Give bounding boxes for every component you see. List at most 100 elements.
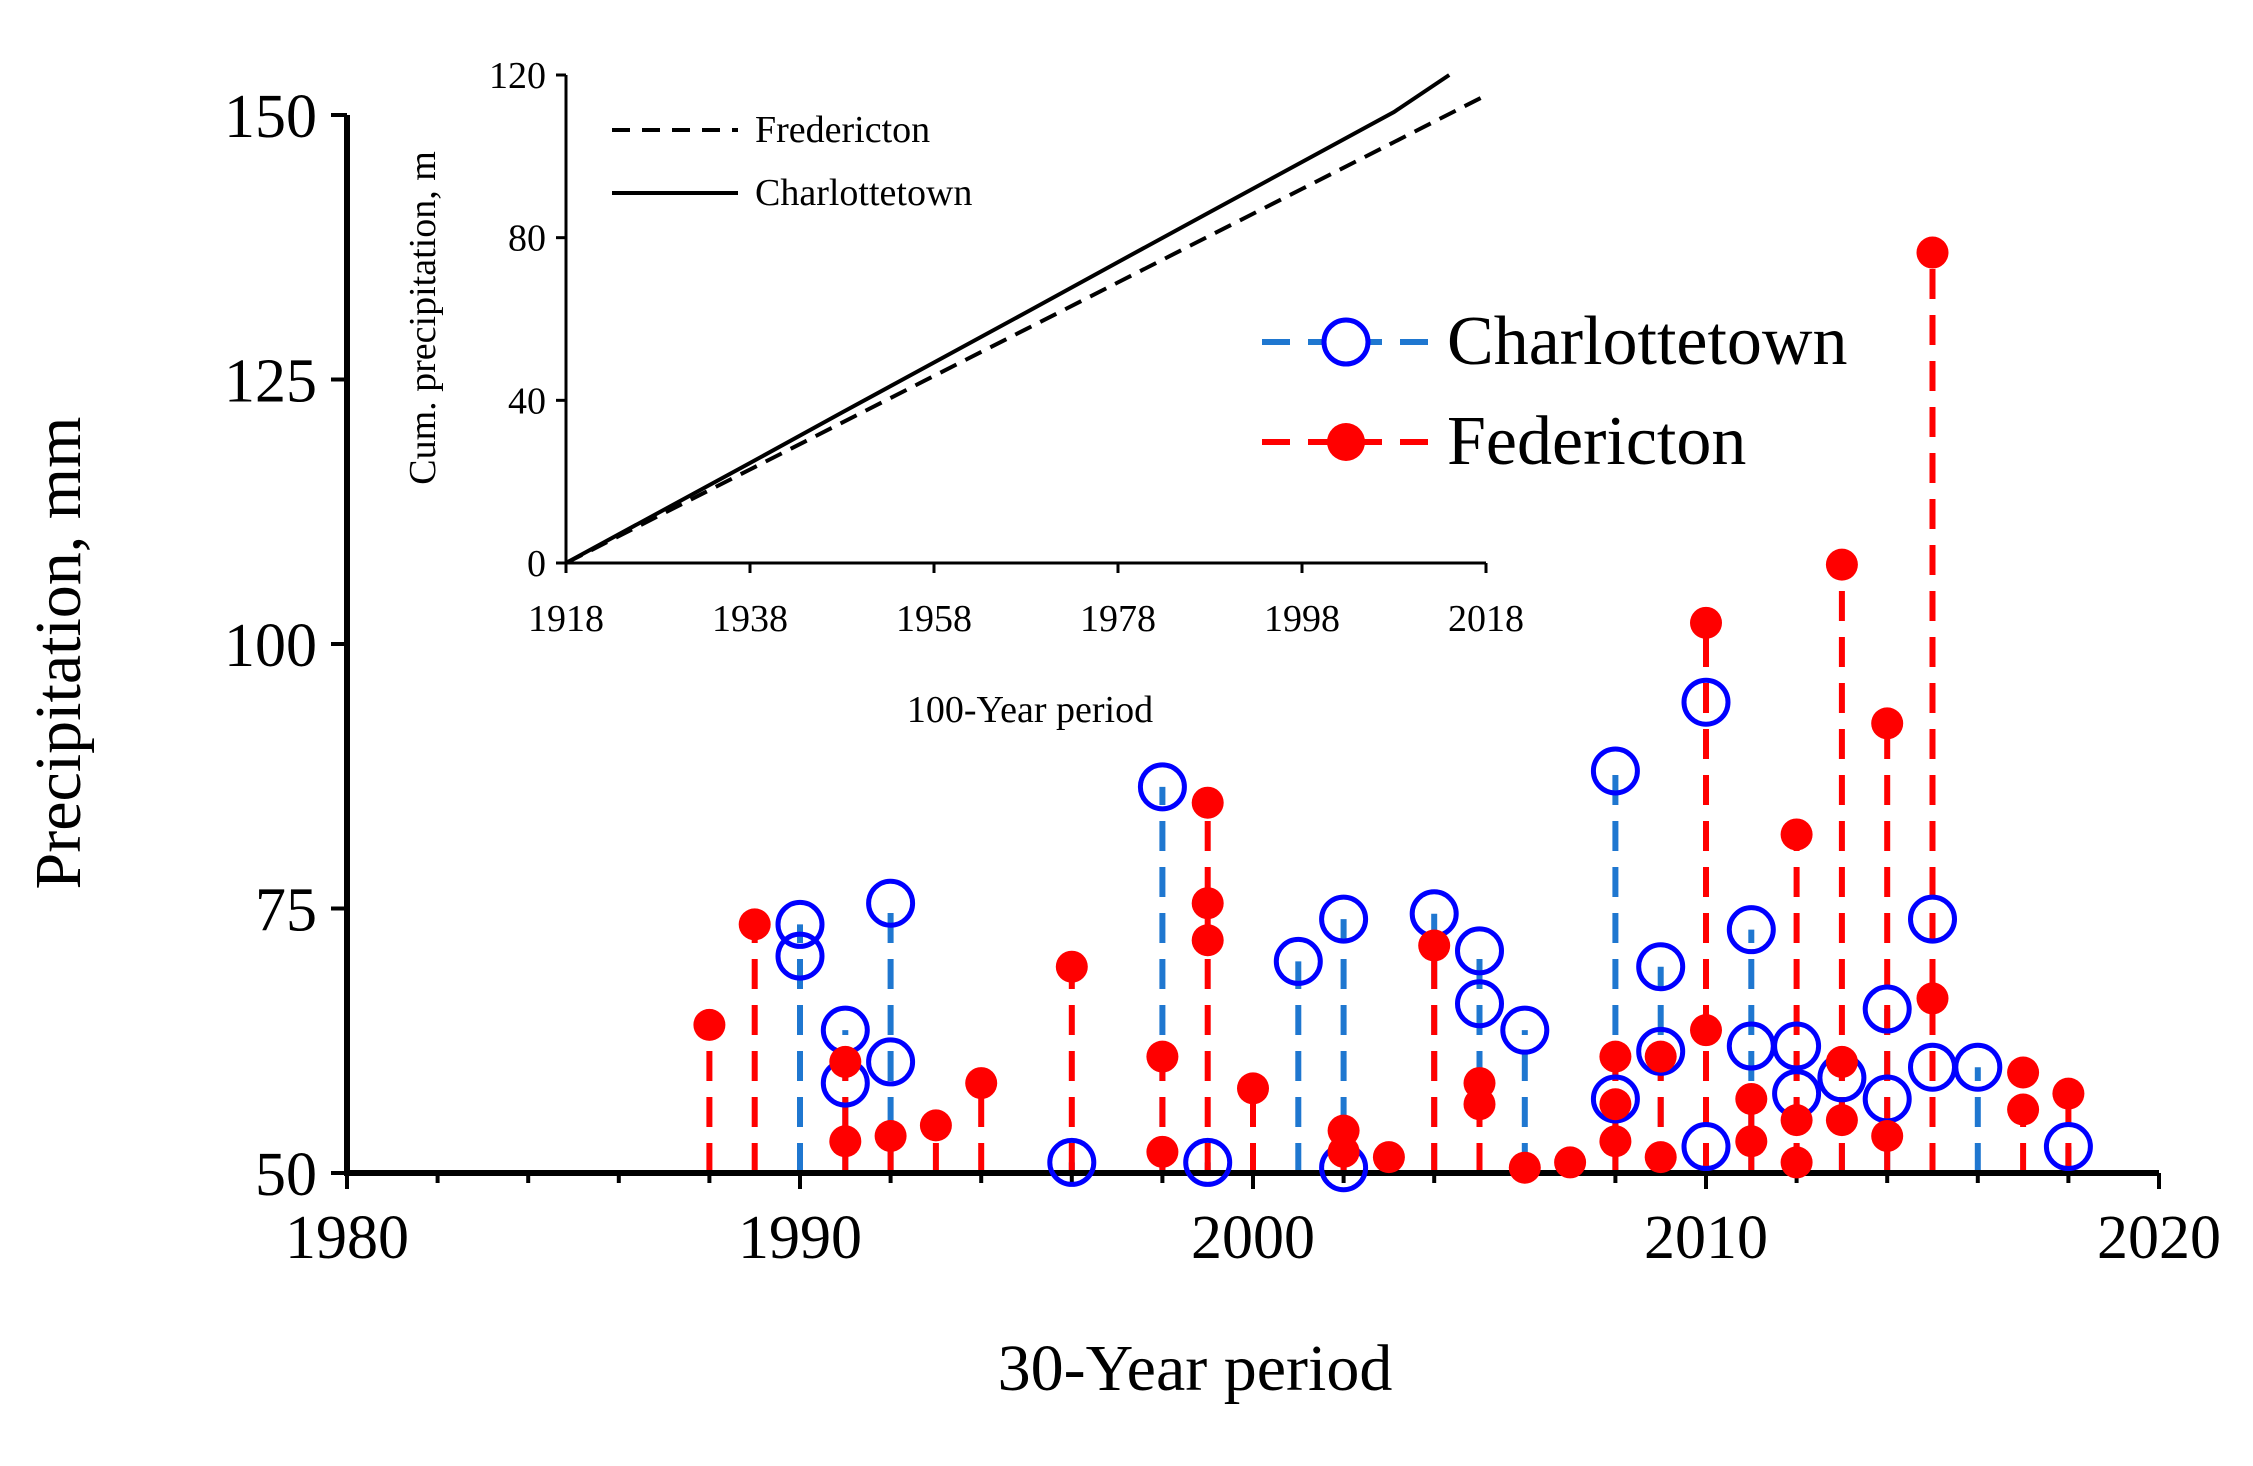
inset-axes [556, 73, 1488, 573]
federicton-point [693, 1008, 726, 1041]
charlottetown-point [1681, 677, 1731, 727]
charlottetown-point [1500, 1005, 1550, 1055]
federicton-point [1599, 1040, 1632, 1073]
inset-x-axis-label: 100-Year period [907, 689, 1153, 731]
charlottetown-point [866, 1037, 916, 1087]
main-x-tick-label: 1990 [738, 1204, 862, 1272]
inset-fredericton-line [565, 93, 1487, 565]
federicton-point [2007, 1093, 2040, 1126]
federicton-point [1418, 929, 1451, 962]
charlottetown-point [1636, 1026, 1686, 1076]
inset-x-tick-label: 1938 [712, 598, 788, 640]
federicton-point [1055, 950, 1088, 983]
inset-y-tick-label: 0 [527, 543, 546, 585]
charlottetown-point [866, 878, 916, 928]
inset-y-tick-label: 40 [508, 380, 546, 422]
charlottetown-point [1772, 1021, 1822, 1071]
charlottetown-point [775, 899, 825, 949]
main-y-tick-label: 125 [224, 348, 317, 416]
federicton-point [1825, 548, 1858, 581]
main-y-tick-label: 150 [224, 83, 317, 151]
charlottetown-point [2043, 1122, 2093, 1172]
federicton-point [1554, 1146, 1587, 1179]
main-x-tick-label: 1980 [285, 1204, 409, 1272]
inset-y-tick-label: 120 [489, 55, 546, 97]
charlottetown-point [1681, 1122, 1731, 1172]
federicton-point [1780, 818, 1813, 851]
federicton-point [919, 1109, 952, 1142]
federicton-point [1463, 1067, 1496, 1100]
federicton-point [1780, 1146, 1813, 1179]
inset-y-axis-label: Cum. precipitation, m [402, 151, 444, 485]
federicton-point [1191, 924, 1224, 957]
federicton-point [1690, 606, 1722, 639]
federicton-point [1916, 982, 1949, 1015]
federicton-point [1237, 1072, 1269, 1105]
charlottetown-point [1273, 936, 1323, 986]
charlottetown-point [1908, 894, 1957, 944]
inset-y-tick-label: 80 [508, 218, 546, 260]
federicton-point [1191, 887, 1224, 920]
main-x-tick-label: 2010 [1644, 1204, 1768, 1272]
federicton-point [1146, 1135, 1179, 1168]
federicton-point [1599, 1088, 1632, 1121]
main-x-axis-label: 30-Year period [998, 1332, 1393, 1405]
main-y-tick-label: 100 [224, 612, 317, 680]
federicton-point [1871, 707, 1904, 740]
inset-x-tick-label: 1978 [1080, 598, 1156, 640]
federicton-point [1735, 1125, 1768, 1158]
federicton-point [874, 1119, 907, 1152]
inset-x-tick-label: 1918 [528, 598, 604, 640]
federicton-point [2052, 1077, 2085, 1110]
main-x-tick-label: 2000 [1191, 1204, 1315, 1272]
charlottetown-point [775, 931, 825, 981]
charlottetown-point [1636, 942, 1686, 992]
inset-legend: Fredericton Charlottetown [612, 109, 972, 214]
federicton-point [1825, 1045, 1858, 1078]
charlottetown-point [1183, 1137, 1233, 1187]
inset-charlottetown-line [565, 73, 1451, 565]
inset-legend-fredericton-label: Fredericton [755, 109, 930, 151]
federicton-point [1146, 1040, 1179, 1073]
legend-charlottetown-label: Charlottetown [1447, 303, 1847, 380]
federicton-point [1644, 1040, 1677, 1073]
main-y-axis-label: Precipitation, mm [22, 417, 95, 890]
federicton-point [738, 908, 771, 941]
legend-federicton-marker [1327, 423, 1365, 461]
main-tick-labels: 1980 1990 2000 2010 2020 50 75 100 125 150 [224, 83, 2221, 1272]
charlottetown-point [1590, 1074, 1640, 1124]
main-legend: Charlottetown Federicton [1262, 303, 1847, 480]
charlottetown-point [1319, 894, 1369, 944]
legend-federicton-label: Federicton [1447, 403, 1746, 480]
federicton-point [1644, 1141, 1677, 1174]
inset-x-tick-label: 1958 [896, 598, 972, 640]
charlottetown-point [1455, 926, 1504, 976]
federicton-point [1825, 1104, 1858, 1137]
inset-lines [565, 73, 1487, 565]
federicton-point [1735, 1082, 1768, 1115]
charlottetown-point [1726, 905, 1776, 955]
charlottetown-point [1047, 1137, 1097, 1187]
inset-chart: 1918 1938 1958 1978 1998 2018 0 40 80 120 100-Yea… [402, 55, 1524, 731]
charlottetown-point [1862, 984, 1912, 1034]
federicton-point [829, 1125, 862, 1158]
federicton-point [1372, 1141, 1405, 1174]
federicton-point [1327, 1114, 1360, 1147]
federicton-point [965, 1067, 998, 1100]
federicton-point [1599, 1125, 1632, 1158]
federicton-point [1508, 1151, 1541, 1184]
main-x-tick-label: 2020 [2097, 1204, 2221, 1272]
federicton-point [1191, 786, 1224, 819]
inset-x-tick-label: 2018 [1448, 598, 1524, 640]
main-markers [693, 236, 2093, 1193]
inset-legend-charlottetown-label: Charlottetown [755, 172, 972, 214]
charlottetown-point [1137, 762, 1187, 812]
federicton-point [1916, 236, 1949, 269]
federicton-point [1780, 1104, 1813, 1137]
federicton-point [2007, 1056, 2040, 1089]
federicton-point [1871, 1119, 1904, 1152]
main-axes [331, 113, 2161, 1189]
charlottetown-point [1590, 746, 1640, 796]
charlottetown-point [1455, 979, 1504, 1029]
